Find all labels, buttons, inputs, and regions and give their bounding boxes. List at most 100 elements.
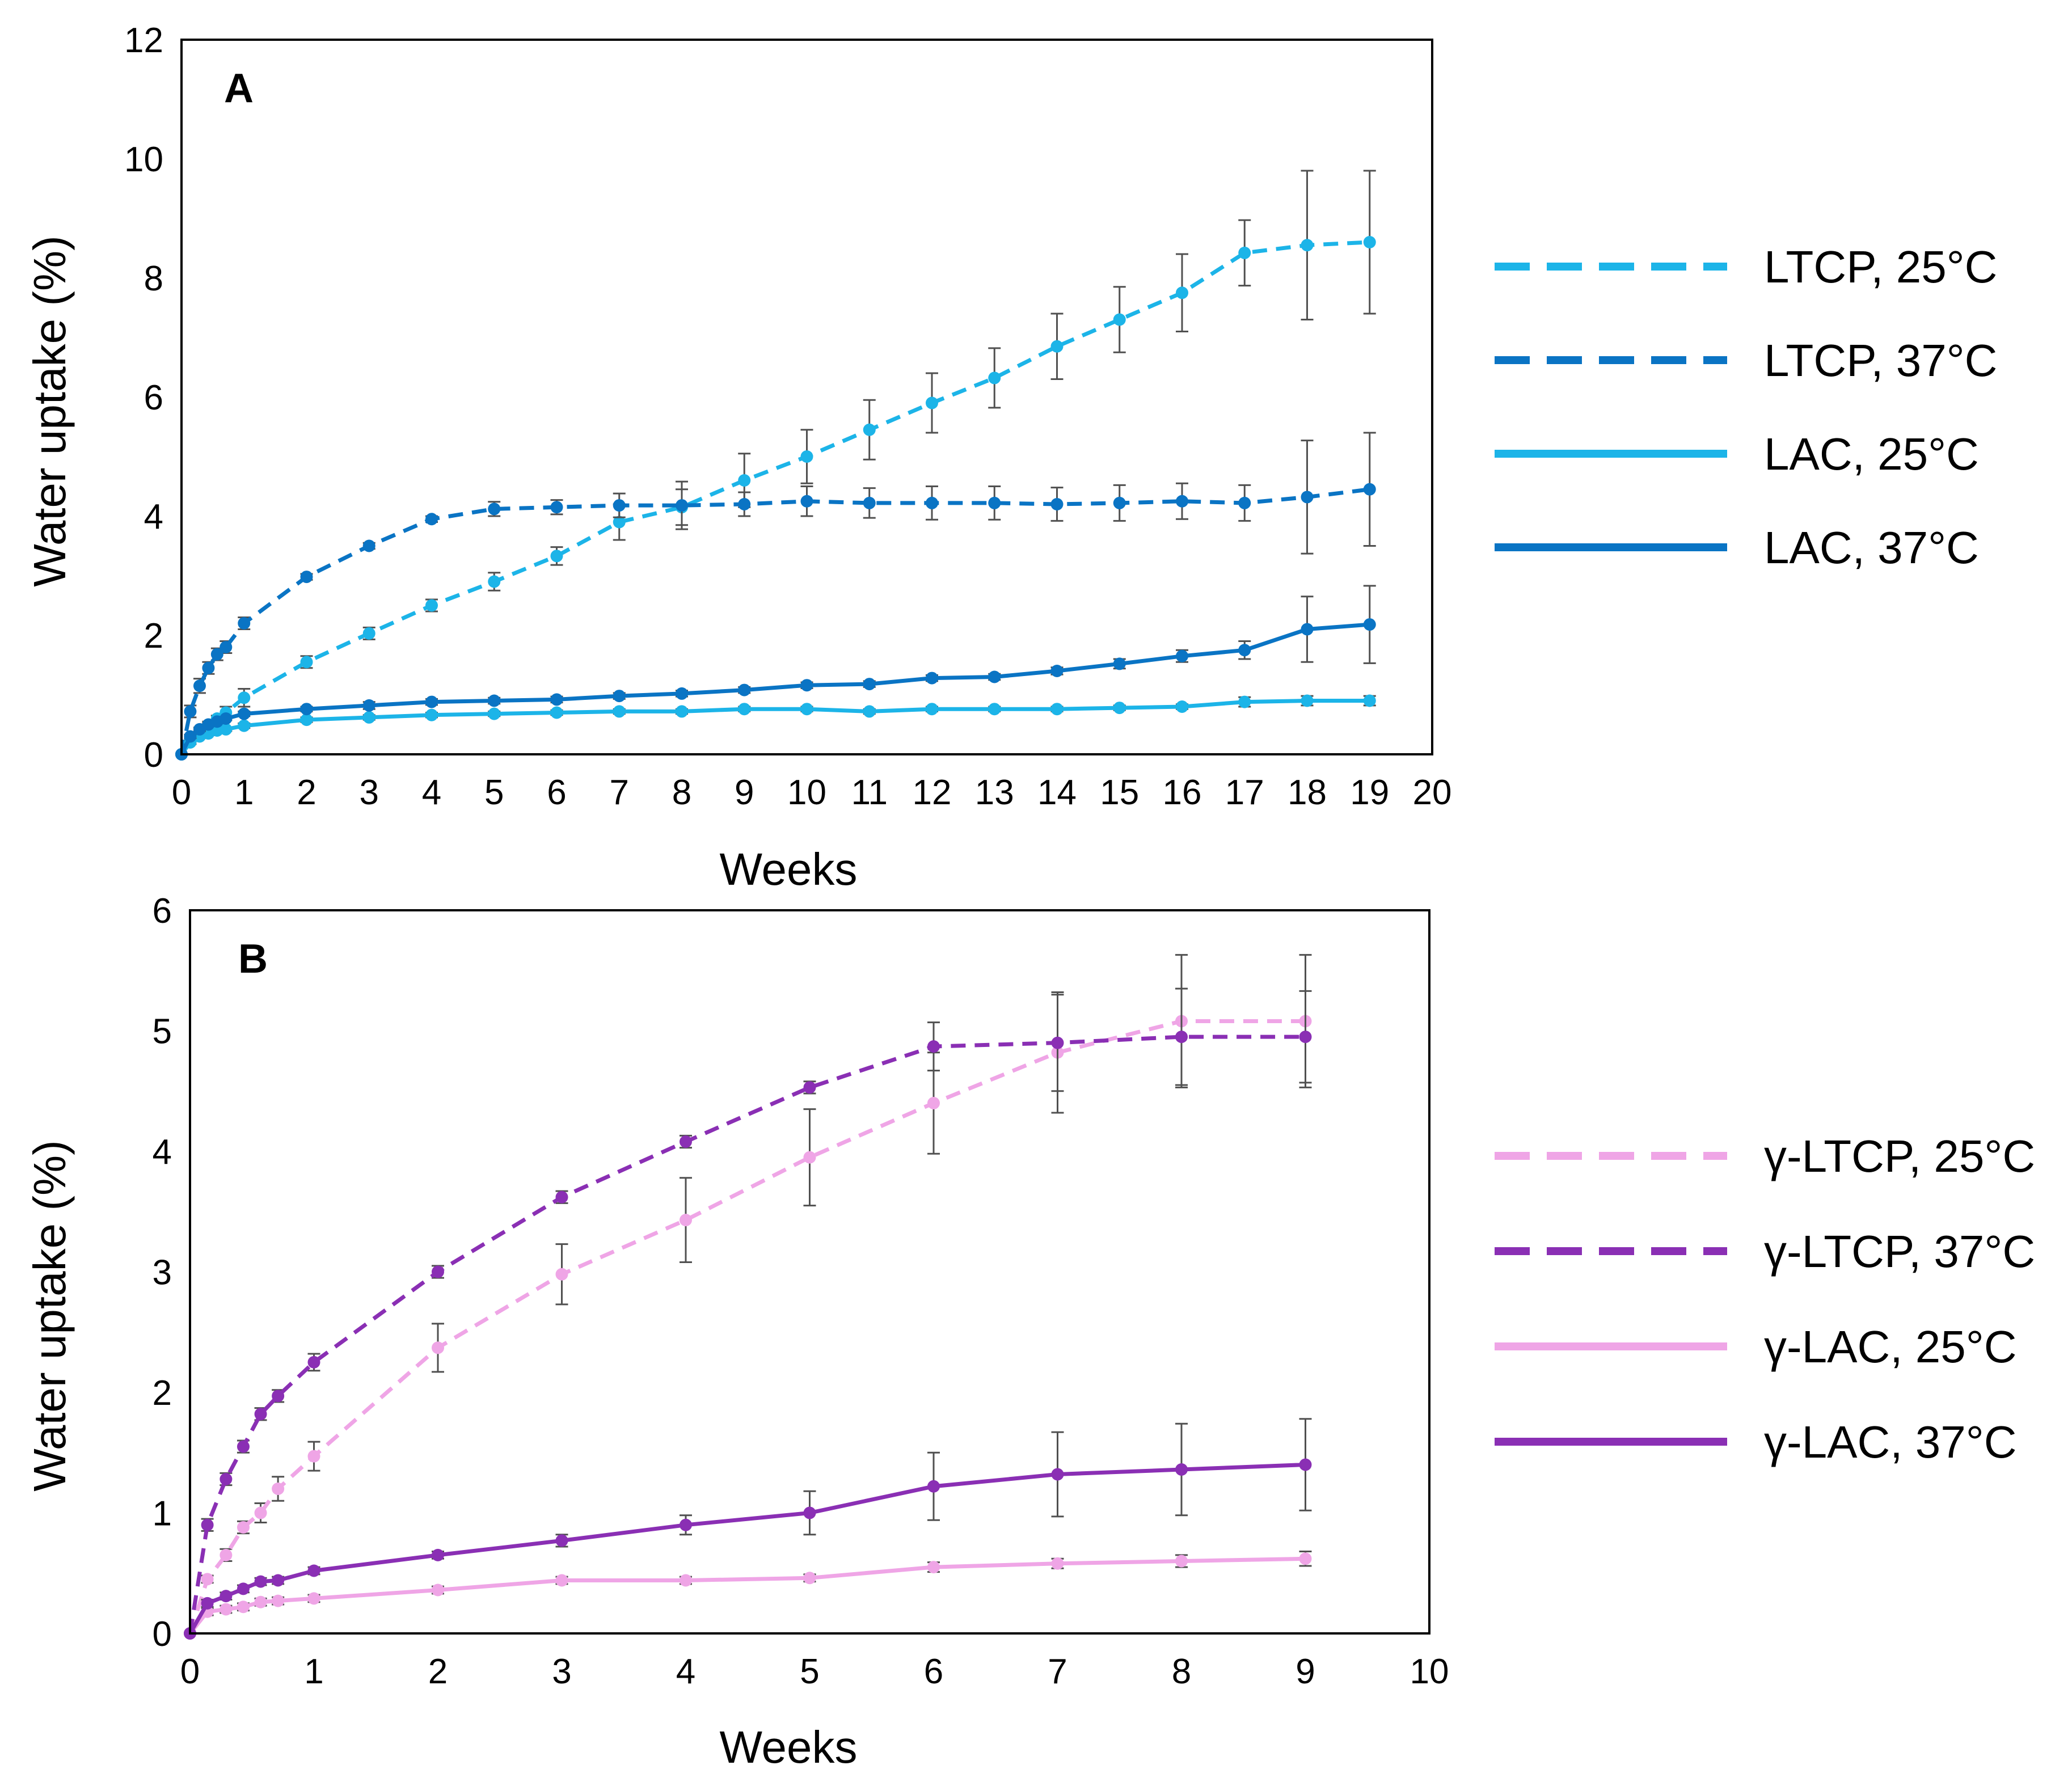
- panel-b-series-1-point: [220, 1548, 233, 1561]
- panel-b-x-tick-label: 9: [1295, 1652, 1315, 1691]
- panel-b-series-2-point: [201, 1518, 214, 1531]
- panel-b-legend-label: γ-LAC, 25°C: [1764, 1321, 2016, 1372]
- panel-a-series-2-point: [210, 648, 223, 661]
- panel-b-series-2-point: [307, 1355, 320, 1369]
- panel-a-series-2-point: [488, 502, 501, 516]
- panel-a-series-1-point: [488, 575, 501, 588]
- panel-b-series-2-point: [1175, 1031, 1188, 1044]
- panel-a-series-3-point: [550, 706, 563, 719]
- panel-a-x-tick-label: 20: [1413, 773, 1452, 812]
- panel-a-y-tick-label: 8: [144, 259, 163, 298]
- panel-b-series-1-point: [555, 1268, 568, 1281]
- panel-b-letter: B: [238, 936, 268, 982]
- panel-b-series-3-point: [680, 1574, 692, 1587]
- panel-a-series-3-point: [1050, 703, 1064, 716]
- panel-b-legend-item: γ-LAC, 25°C: [1495, 1321, 2016, 1372]
- panel-b-legend-item: γ-LTCP, 37°C: [1495, 1226, 2035, 1277]
- panel-b-series-4-point: [432, 1548, 444, 1561]
- panel-a-series-3-point: [738, 703, 751, 716]
- panel-a-series-1-point: [550, 550, 563, 563]
- panel-a-series-2-point: [425, 513, 438, 526]
- panel-a-series-4-point: [362, 699, 375, 712]
- panel-b-series-4-point: [555, 1534, 568, 1547]
- panel-a-series-3-point: [1301, 694, 1314, 707]
- panel-a-x-tick-label: 11: [851, 773, 888, 812]
- panel-b-legend-label: γ-LTCP, 37°C: [1764, 1226, 2035, 1277]
- panel-a-series-3-point: [676, 705, 688, 718]
- panel-b-plot-frame: [189, 909, 1430, 1635]
- panel-a-series-1-point: [926, 396, 938, 409]
- panel-b-series-4-point: [220, 1590, 233, 1603]
- panel-b-legend-label: γ-LAC, 37°C: [1764, 1417, 2016, 1467]
- panel-a-x-tick-label: 0: [172, 773, 191, 812]
- panel-b-y-tick-label: 6: [153, 892, 172, 931]
- panel-b-y-tick-label: 2: [153, 1374, 172, 1413]
- panel-b-series-2-point: [927, 1040, 940, 1053]
- panel-b-series-3-point: [307, 1592, 320, 1605]
- panel-b-series-4-point: [272, 1574, 285, 1587]
- panel-b-series-4-point: [307, 1564, 320, 1577]
- panel-a-series-4-point: [425, 695, 438, 708]
- panel-a-series-3-point: [800, 703, 813, 716]
- panel-a-series-3-point: [488, 707, 501, 720]
- panel-a-x-tick-label: 3: [360, 773, 379, 812]
- panel-a-series-1-point: [238, 691, 251, 704]
- panel-b-series-1-point: [927, 1097, 940, 1109]
- panel-b-series-2-point: [1051, 1036, 1064, 1049]
- panel-b-series-1-point: [237, 1521, 250, 1534]
- panel-b-x-tick-label: 4: [676, 1652, 695, 1691]
- panel-a-series-1-point: [738, 474, 751, 487]
- panel-b-series-4-point: [237, 1582, 250, 1595]
- panel-b-series-3-point: [1175, 1555, 1188, 1568]
- panel-a-legend-item: LTCP, 25°C: [1495, 242, 1997, 292]
- panel-b-series-3-point: [927, 1561, 940, 1574]
- panel-b-series-1-point: [307, 1450, 320, 1463]
- panel-a-y-tick-label: 12: [124, 21, 163, 60]
- panel-b-legend-item: γ-LTCP, 25°C: [1495, 1131, 2035, 1181]
- panel-a-series-4-point: [1238, 644, 1251, 657]
- panel-a-legend-item: LAC, 25°C: [1495, 429, 1979, 479]
- panel-a-series-2-point: [1050, 498, 1064, 510]
- panel-b-series-3-point: [432, 1583, 444, 1597]
- panel-b-series-3-point: [254, 1595, 267, 1608]
- panel-a-y-tick-label: 6: [144, 378, 163, 417]
- panel-a-series-3-point: [926, 703, 938, 716]
- panel-a-series-4-point: [1301, 623, 1314, 636]
- panel-a-x-tick-label: 16: [1163, 773, 1202, 812]
- panel-a: 0 1 2 3 4 5 6 7 8 9 10 11 12 13 14 15 16 17 18 19 2002468101…: [24, 21, 1997, 894]
- panel-b-y-tick-label: 0: [153, 1615, 172, 1654]
- panel-a-legend-item: LAC, 37°C: [1495, 522, 1979, 573]
- panel-a-series-1-point: [1050, 340, 1064, 353]
- panel-a-series-1-point: [800, 450, 813, 463]
- panel-a-series-4-point: [800, 679, 813, 692]
- panel-a-series-4-point: [300, 703, 313, 716]
- panel-a-series-2-point: [1176, 495, 1188, 508]
- panel-b-y-tick-label: 4: [153, 1133, 172, 1172]
- panel-a-series-4-point: [613, 690, 626, 703]
- panel-b-x-tick-label: 3: [552, 1652, 571, 1691]
- panel-a-y-tick-label: 10: [124, 140, 163, 179]
- panel-a-x-tick-label: 6: [547, 773, 566, 812]
- panel-b-series-1-point: [680, 1214, 692, 1227]
- panel-a-series-4-point: [988, 670, 1001, 683]
- panel-b-legend-label: γ-LTCP, 25°C: [1764, 1131, 2035, 1181]
- panel-b-y-tick-label: 3: [153, 1253, 172, 1293]
- panel-b-x-axis-title: Weeks: [719, 1722, 857, 1772]
- panel-a-series-2-point: [738, 498, 751, 510]
- panel-a-series-3-point: [1113, 702, 1126, 715]
- panel-b-series-2-point: [237, 1440, 250, 1453]
- panel-a-series-2-point: [988, 496, 1001, 509]
- panel-b-x-tick-label: 1: [304, 1652, 323, 1691]
- panel-a-series-3-point: [1238, 695, 1251, 708]
- panel-a-series-1-point: [1238, 246, 1251, 259]
- panel-b-y-tick-label: 1: [153, 1494, 172, 1534]
- panel-b-x-tick-label: 8: [1172, 1652, 1191, 1691]
- panel-b-series-3-point: [1051, 1557, 1064, 1570]
- panel-a-y-axis-title: Water uptake (%): [24, 235, 75, 586]
- panel-a-series-3-point: [362, 711, 375, 724]
- panel-b-series-layer: [184, 954, 1312, 1640]
- panel-a-legend-label: LAC, 37°C: [1764, 522, 1979, 573]
- panel-a-series-2-point: [1113, 496, 1126, 509]
- panel-a-series-4-point: [184, 730, 197, 743]
